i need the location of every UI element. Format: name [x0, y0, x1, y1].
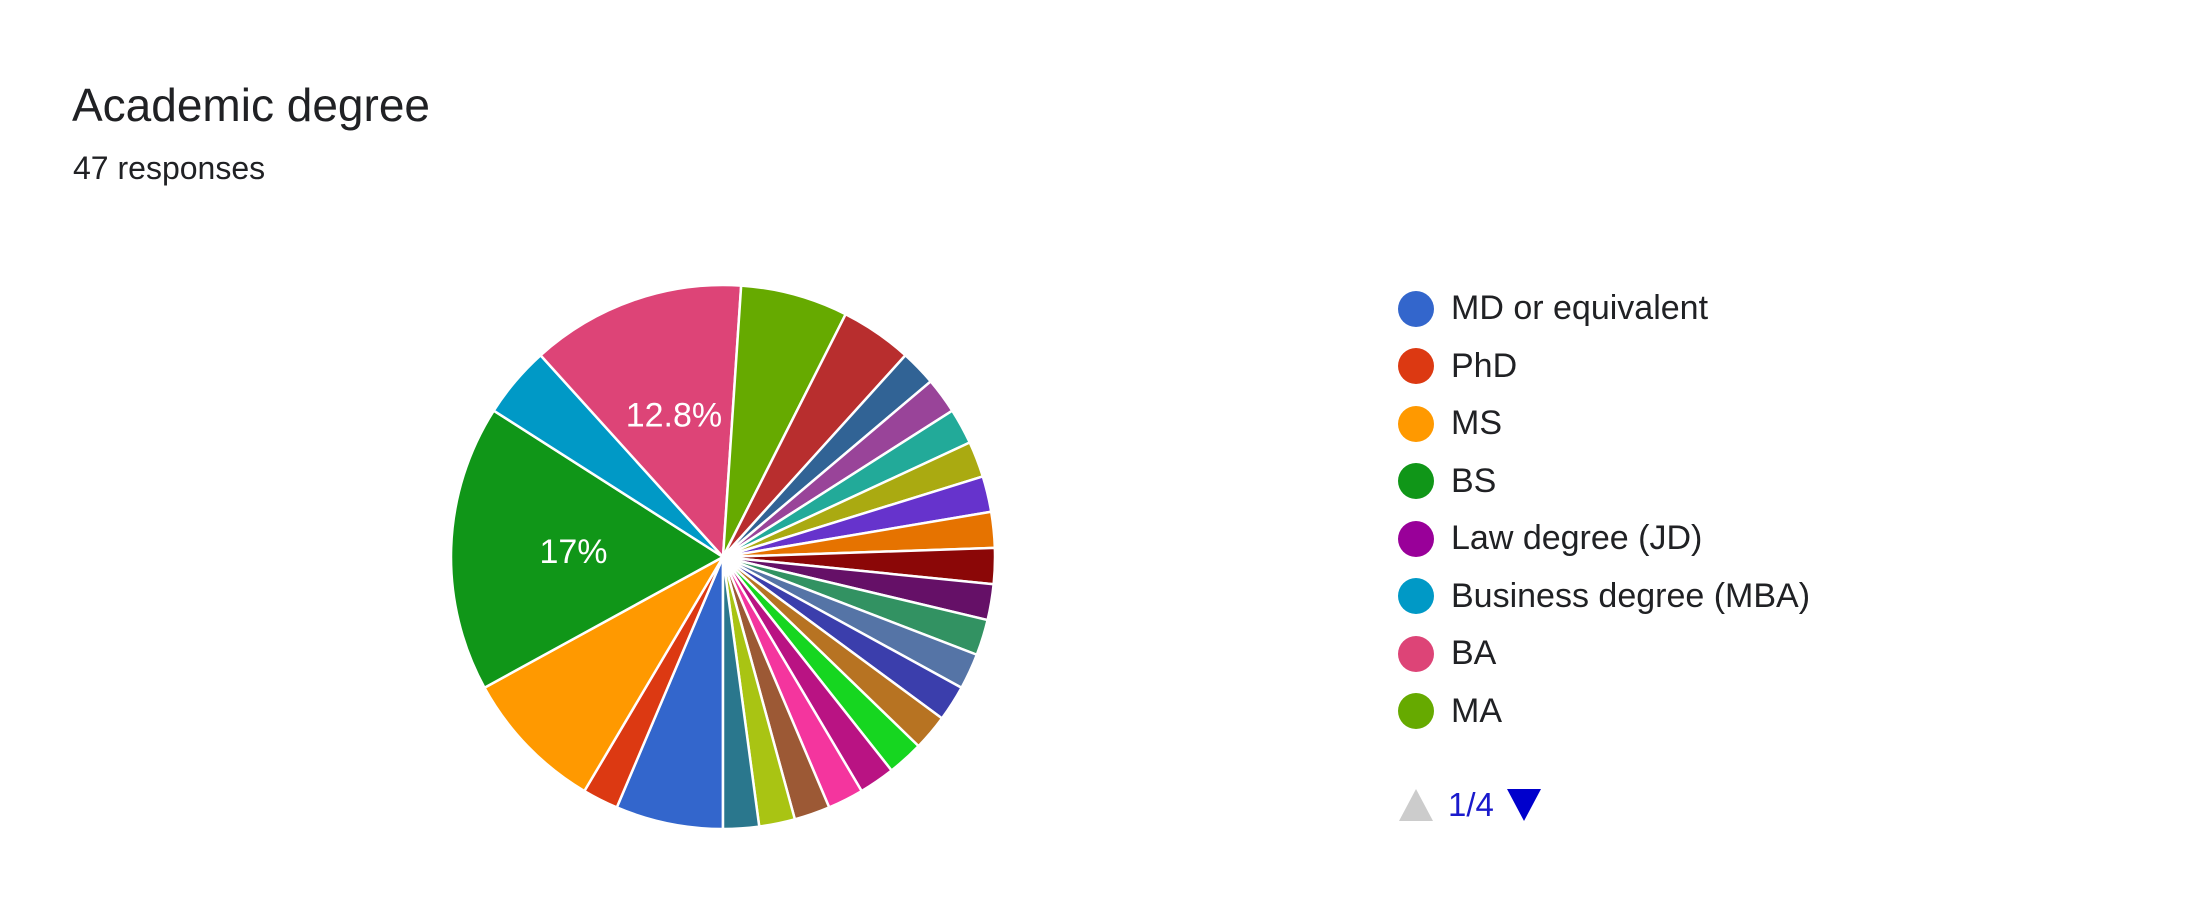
legend-item: MS	[1398, 395, 1810, 453]
legend-page-indicator: 1/4	[1448, 786, 1494, 823]
legend-label: BS	[1451, 461, 1497, 500]
legend-swatch	[1398, 405, 1434, 442]
pie-slice[interactable]	[483, 555, 725, 793]
response-count: 47 responses	[73, 150, 266, 186]
legend-item: PhD	[1398, 338, 1810, 396]
legend-swatch	[1398, 578, 1434, 615]
legend-item: MA	[1398, 683, 1810, 741]
pie-slice[interactable]	[449, 409, 725, 689]
legend-pager: 1/4	[1398, 786, 1542, 824]
legend-swatch	[1398, 520, 1434, 557]
pie-slice[interactable]	[539, 283, 743, 559]
chart-title: Academic degree	[72, 79, 430, 131]
legend-swatch	[1398, 348, 1434, 385]
triangle-down-icon	[1506, 789, 1541, 821]
slice-percent-label: 12.8%	[626, 397, 722, 435]
legend-item: BS	[1398, 453, 1810, 511]
legend-swatch	[1398, 290, 1434, 327]
legend-item: BA	[1398, 625, 1810, 683]
legend-label: BA	[1451, 634, 1497, 673]
legend-label: MD or equivalent	[1451, 289, 1709, 328]
legend-label: MS	[1451, 404, 1502, 443]
pie-slice[interactable]	[721, 555, 761, 831]
legend-next-button[interactable]	[1506, 787, 1542, 823]
legend-label: PhD	[1451, 346, 1518, 385]
legend-swatch	[1398, 463, 1434, 500]
legend-prev-button[interactable]	[1398, 787, 1434, 823]
chart-legend: MD or equivalent PhD MS BS Law degree (J…	[1398, 280, 1810, 740]
legend-swatch	[1398, 693, 1434, 730]
slice-percent-label: 17%	[539, 533, 607, 571]
legend-label: Business degree (MBA)	[1451, 576, 1811, 615]
legend-item: Business degree (MBA)	[1398, 568, 1810, 626]
triangle-up-icon	[1399, 789, 1433, 821]
legend-item: MD or equivalent	[1398, 280, 1810, 338]
legend-swatch	[1398, 635, 1434, 672]
legend-label: MA	[1451, 691, 1502, 730]
legend-label: Law degree (JD)	[1451, 519, 1703, 558]
legend-item: Law degree (JD)	[1398, 510, 1810, 568]
